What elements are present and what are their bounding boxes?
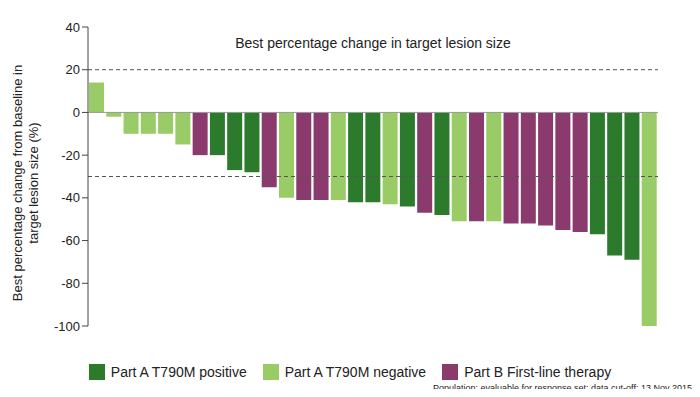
html-text:Part A T790M negative: Part A T790M negative [284, 364, 427, 380]
svg-text:-40: -40 [61, 190, 80, 205]
html-text:Best percentage change in targ: Best percentage change in target lesion … [235, 35, 511, 51]
html-text:Part B First-line therapy: Part B First-line therapy [464, 364, 612, 380]
svg-text:0: 0 [73, 105, 80, 120]
html-text:Best percentage change from ba: Best percentage change from baseline in … [10, 64, 41, 302]
svg-text:-60: -60 [61, 233, 80, 248]
html-text:Population: evaluable for resp: Population: evaluable for response set; … [433, 383, 692, 393]
svg-text:40: 40 [66, 20, 80, 35]
svg-text:-100: -100 [54, 319, 80, 334]
svg-text:20: 20 [66, 62, 80, 77]
html-text:Part A T790M positive: Part A T790M positive [110, 364, 247, 380]
svg-text:-20: -20 [61, 148, 80, 163]
svg-text:-80: -80 [61, 276, 80, 291]
